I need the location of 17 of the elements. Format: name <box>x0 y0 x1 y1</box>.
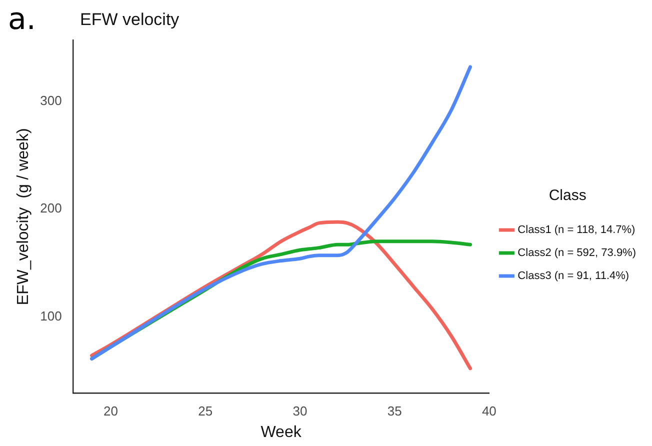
y-axis-title: EFW_velocity (g / week) <box>15 128 32 306</box>
x-tick-label: 30 <box>292 404 308 419</box>
line-series <box>90 65 472 360</box>
x-tick-label: 20 <box>104 404 118 419</box>
legend-label: Class1 (n = 118, 14.7%) <box>518 224 636 236</box>
y-tick-label: 200 <box>40 200 62 216</box>
chart-title: EFW velocity <box>80 10 180 30</box>
y-tick-label: 100 <box>40 308 62 324</box>
x-tick-label: 35 <box>387 404 402 419</box>
x-tick-label: 25 <box>198 404 213 419</box>
x-tick-label: 40 <box>482 404 496 419</box>
legend-title: Class <box>548 187 586 204</box>
text: a. <box>8 2 36 37</box>
y-tick-label: 300 <box>40 92 62 108</box>
legend-label: Class3 (n = 91, 11.4%) <box>518 270 630 282</box>
legend-label: Class2 (n = 592, 73.9%) <box>518 247 636 260</box>
x-axis-title: Week <box>260 424 302 441</box>
